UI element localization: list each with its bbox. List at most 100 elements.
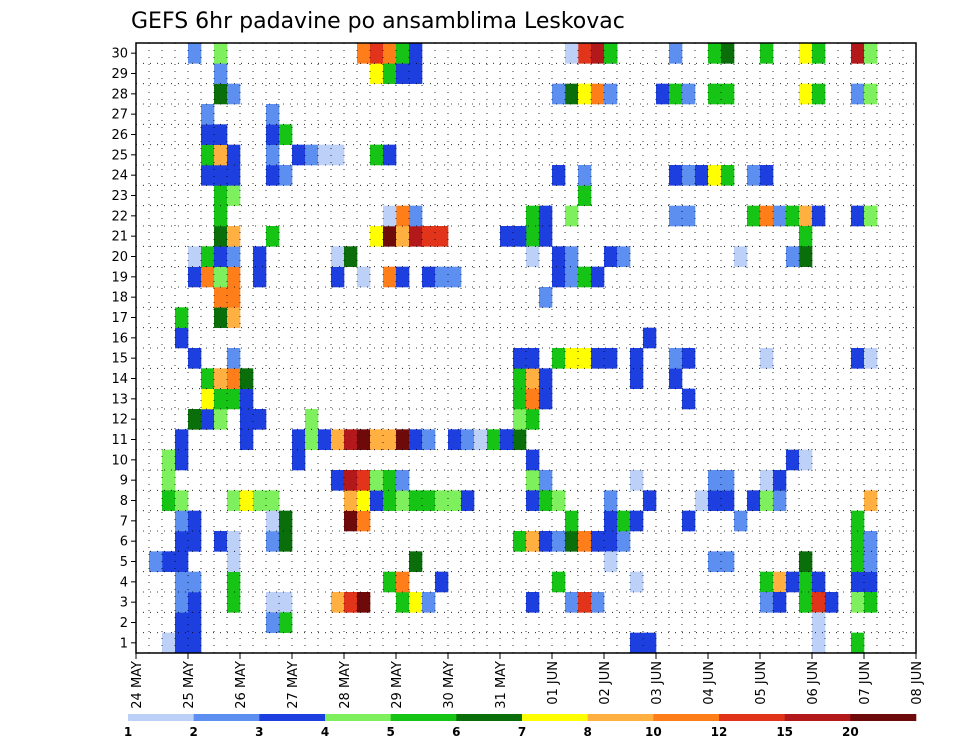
heatmap-cell xyxy=(851,510,865,532)
heatmap-cell xyxy=(214,205,228,227)
heatmap-cell xyxy=(201,144,215,166)
heatmap-cell xyxy=(656,83,670,105)
x-tick-label: 28 MAY xyxy=(338,661,353,709)
heatmap-cell xyxy=(721,551,735,572)
heatmap-cell xyxy=(396,226,410,247)
heatmap-cell xyxy=(864,531,878,552)
heatmap-cell xyxy=(214,246,228,267)
heatmap-cell xyxy=(526,470,540,491)
heatmap-cell xyxy=(526,348,540,369)
heatmap-cell xyxy=(461,429,475,450)
heatmap-cell xyxy=(227,348,241,369)
heatmap-cell xyxy=(526,409,540,430)
heatmap-cell xyxy=(682,348,696,369)
heatmap-cell xyxy=(175,307,189,328)
heatmap-cell xyxy=(448,490,462,511)
heatmap-cell xyxy=(383,205,397,227)
heatmap-cell xyxy=(266,104,280,125)
heatmap-cell xyxy=(175,632,189,654)
y-tick-label: 21 xyxy=(111,230,128,245)
heatmap-cell xyxy=(799,226,813,247)
heatmap-cell xyxy=(526,205,540,227)
heatmap-cell xyxy=(383,470,397,491)
heatmap-cell xyxy=(565,510,579,532)
heatmap-cell xyxy=(188,266,202,288)
heatmap-cell xyxy=(721,470,735,491)
colorbar-tick-label: 3 xyxy=(255,725,263,739)
heatmap-cell xyxy=(669,205,683,227)
heatmap-cell xyxy=(773,205,787,227)
heatmap-cell xyxy=(682,388,696,410)
heatmap-cell xyxy=(227,531,241,552)
heatmap-cell xyxy=(773,470,787,491)
heatmap-cell xyxy=(240,429,254,450)
heatmap-cell xyxy=(266,490,280,511)
heatmap-cell xyxy=(851,531,865,552)
heatmap-cell xyxy=(201,165,215,186)
heatmap-cell xyxy=(513,348,527,369)
colorbar-tick-label: 20 xyxy=(842,725,859,739)
heatmap-cell xyxy=(240,388,254,410)
heatmap-cell xyxy=(539,490,553,511)
heatmap-cell xyxy=(799,83,813,105)
colorbar-tick-label: 4 xyxy=(321,725,329,739)
heatmap-cell xyxy=(539,287,553,308)
heatmap-cell xyxy=(396,429,410,450)
y-tick-label: 22 xyxy=(111,209,128,224)
heatmap-cell xyxy=(344,592,358,613)
heatmap-cell xyxy=(539,470,553,491)
heatmap-cell xyxy=(357,43,371,64)
y-tick-label: 17 xyxy=(111,311,128,326)
colorbar-tick-label: 7 xyxy=(518,725,526,739)
heatmap-cell xyxy=(760,470,774,491)
heatmap-cell xyxy=(188,612,202,633)
heatmap-cell xyxy=(240,409,254,430)
heatmap-cell xyxy=(786,246,800,267)
heatmap-cell xyxy=(864,490,878,511)
heatmap-cell xyxy=(578,165,592,186)
heatmap-cell xyxy=(825,592,839,613)
heatmap-cell xyxy=(175,327,189,349)
heatmap-cell xyxy=(526,388,540,410)
heatmap-cell xyxy=(812,43,826,64)
heatmap-cell xyxy=(292,429,306,450)
heatmap-cell xyxy=(214,307,228,328)
heatmap-cell xyxy=(812,571,826,593)
y-tick-label: 5 xyxy=(120,555,128,570)
heatmap-cell xyxy=(604,246,618,267)
x-tick-label: 07 JUN xyxy=(858,661,873,705)
heatmap-cell xyxy=(695,165,709,186)
heatmap-cell xyxy=(630,348,644,369)
heatmap-cell xyxy=(175,490,189,511)
heatmap-cell xyxy=(747,490,761,511)
heatmap-cell xyxy=(526,246,540,267)
heatmap-cell xyxy=(760,348,774,369)
heatmap-cell xyxy=(344,510,358,532)
heatmap-cell xyxy=(422,429,436,450)
y-tick-label: 13 xyxy=(111,392,128,407)
heatmap-cell xyxy=(331,144,345,166)
colorbar-swatch xyxy=(390,714,457,721)
heatmap-cell xyxy=(370,144,384,166)
heatmap-cell xyxy=(591,83,605,105)
heatmap-cell xyxy=(227,246,241,267)
heatmap-cell xyxy=(565,266,579,288)
heatmap-cell xyxy=(383,43,397,64)
y-tick-label: 26 xyxy=(111,128,128,143)
heatmap-cell xyxy=(370,490,384,511)
heatmap-cell xyxy=(864,592,878,613)
heatmap-cells xyxy=(149,43,878,654)
heatmap-cell xyxy=(812,632,826,654)
heatmap-cell xyxy=(643,490,657,511)
y-axis-ticks: 1234567891011121314151617181920212223242… xyxy=(111,47,136,651)
heatmap-cell xyxy=(669,165,683,186)
heatmap-cell xyxy=(214,226,228,247)
x-tick-label: 26 MAY xyxy=(234,661,249,709)
heatmap-cell xyxy=(435,226,449,247)
heatmap-cell xyxy=(604,348,618,369)
heatmap-cell xyxy=(383,266,397,288)
x-tick-label: 31 MAY xyxy=(494,661,509,709)
heatmap-cell xyxy=(396,205,410,227)
heatmap-cell xyxy=(357,510,371,532)
heatmap-cell xyxy=(227,185,241,206)
